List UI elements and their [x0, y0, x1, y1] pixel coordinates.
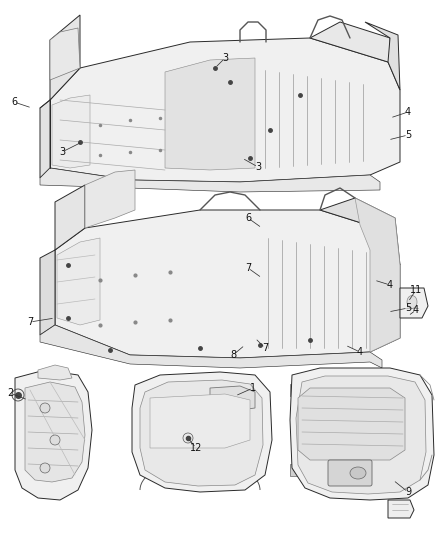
Text: 6: 6 — [245, 213, 251, 223]
Polygon shape — [50, 15, 80, 100]
Text: 1: 1 — [250, 383, 256, 393]
Polygon shape — [55, 210, 400, 358]
Polygon shape — [50, 38, 400, 182]
Polygon shape — [290, 368, 434, 500]
Text: 5: 5 — [405, 303, 411, 313]
Bar — [290, 464, 300, 476]
Text: 7: 7 — [245, 263, 251, 273]
Circle shape — [40, 403, 50, 413]
Polygon shape — [165, 58, 255, 170]
Text: 4: 4 — [413, 305, 419, 315]
Text: 4: 4 — [387, 280, 393, 290]
Text: 4: 4 — [357, 347, 363, 357]
Polygon shape — [400, 288, 428, 318]
Text: 3: 3 — [59, 147, 65, 157]
Polygon shape — [388, 500, 414, 518]
Polygon shape — [55, 185, 85, 250]
Polygon shape — [57, 238, 100, 325]
Polygon shape — [40, 250, 55, 335]
Circle shape — [50, 435, 60, 445]
Text: 5: 5 — [405, 130, 411, 140]
Polygon shape — [25, 382, 85, 482]
Circle shape — [40, 463, 50, 473]
Text: 4: 4 — [405, 107, 411, 117]
Polygon shape — [355, 198, 400, 352]
Polygon shape — [38, 365, 72, 380]
Polygon shape — [40, 168, 380, 192]
Text: 2: 2 — [7, 388, 13, 398]
Text: 8: 8 — [230, 350, 236, 360]
Ellipse shape — [407, 295, 417, 309]
Text: 7: 7 — [262, 343, 268, 353]
Polygon shape — [40, 100, 50, 178]
Polygon shape — [150, 394, 250, 448]
Text: 11: 11 — [410, 285, 422, 295]
Text: 3: 3 — [255, 162, 261, 172]
Text: 7: 7 — [27, 317, 33, 327]
Polygon shape — [296, 376, 426, 494]
Polygon shape — [85, 170, 135, 228]
FancyBboxPatch shape — [328, 460, 372, 486]
Polygon shape — [310, 22, 390, 62]
Bar — [290, 384, 300, 396]
Polygon shape — [320, 198, 400, 265]
Polygon shape — [210, 386, 255, 410]
Polygon shape — [365, 22, 400, 90]
Text: 12: 12 — [190, 443, 202, 453]
Polygon shape — [40, 325, 382, 368]
Text: 3: 3 — [222, 53, 228, 63]
Polygon shape — [140, 380, 263, 486]
Text: 9: 9 — [405, 487, 411, 497]
Polygon shape — [132, 372, 272, 492]
Polygon shape — [52, 95, 90, 168]
Ellipse shape — [350, 467, 366, 479]
Polygon shape — [50, 28, 80, 80]
Polygon shape — [298, 388, 405, 460]
Text: 6: 6 — [11, 97, 17, 107]
Polygon shape — [15, 370, 92, 500]
